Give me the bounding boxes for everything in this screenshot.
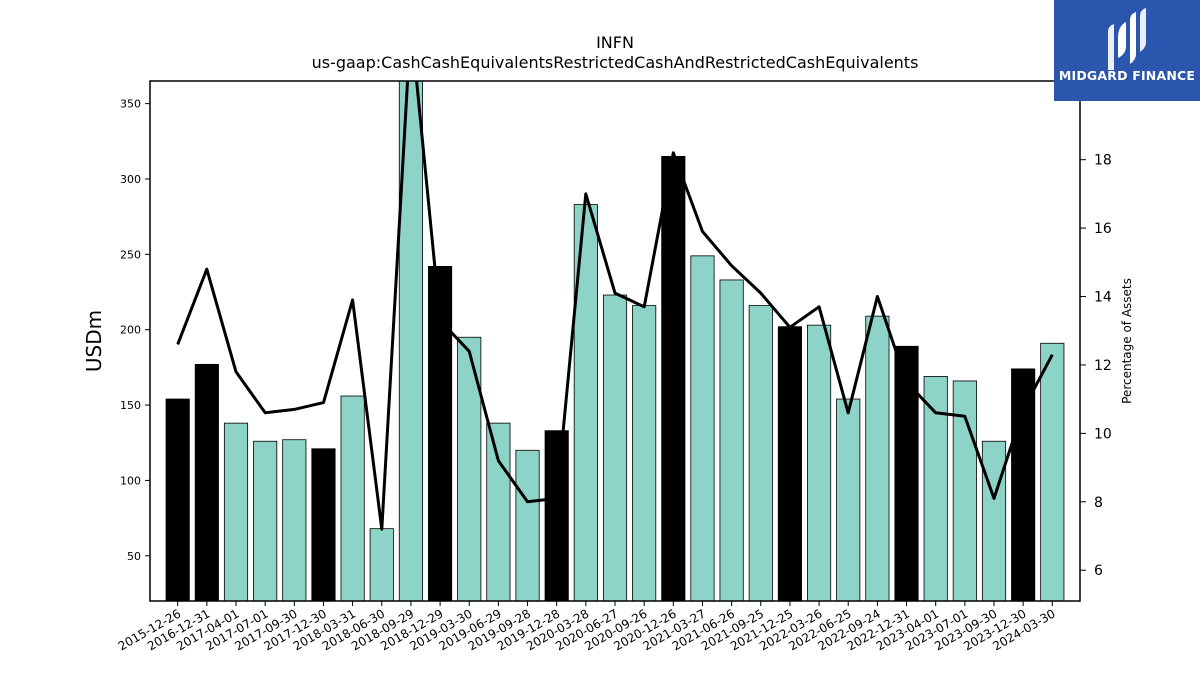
bar	[340, 395, 365, 601]
y2-tick-label: 16	[1094, 221, 1112, 237]
bar	[398, 81, 423, 601]
bar	[719, 279, 744, 601]
chart-subtitle: us-gaap:CashCashEquivalentsRestrictedCas…	[312, 53, 919, 72]
y-tick-label: 100	[120, 474, 141, 487]
y-tick-label: 300	[120, 173, 141, 186]
bar	[282, 439, 307, 601]
y-tick-label: 200	[120, 324, 141, 337]
bar	[369, 528, 394, 601]
bar	[253, 440, 278, 601]
y2-tick-label: 12	[1094, 358, 1112, 374]
y2-tick-label: 14	[1094, 290, 1112, 306]
bar	[836, 398, 861, 601]
bar	[486, 422, 511, 601]
y-tick-label: 50	[127, 550, 141, 563]
bar	[690, 255, 715, 601]
y2-axis-label: Percentage of Assets	[1120, 278, 1134, 404]
bar	[661, 155, 686, 601]
bar	[632, 305, 657, 601]
bar	[223, 422, 249, 601]
bar	[515, 449, 540, 601]
bar	[981, 440, 1007, 601]
bar	[748, 305, 773, 601]
y-axis-label: USDm	[82, 310, 106, 372]
chart-title: INFN	[596, 33, 634, 52]
y2-tick-label: 8	[1094, 495, 1103, 511]
bar	[544, 430, 569, 601]
bar	[894, 345, 919, 601]
bar	[194, 363, 219, 601]
y2-tick-label: 10	[1094, 426, 1112, 442]
y-tick-label: 350	[120, 98, 141, 111]
bar	[602, 294, 628, 601]
y2-tick-label: 18	[1094, 153, 1112, 169]
midgard-logo-icon	[1108, 8, 1146, 70]
bar	[1011, 368, 1036, 601]
brand-name: MIDGARD FINANCE	[1058, 68, 1196, 83]
bar	[311, 448, 336, 601]
bar	[807, 324, 832, 601]
bar	[165, 398, 190, 601]
plot-area: 501001502002503003506810121416182015-12-…	[116, 80, 1112, 653]
bar-series	[165, 81, 1065, 601]
bar	[457, 336, 482, 601]
y2-tick-label: 6	[1094, 563, 1103, 579]
brand-logo: MIDGARD FINANCE	[1054, 0, 1200, 101]
y-tick-label: 150	[120, 399, 141, 412]
bar	[777, 326, 802, 601]
line-series	[176, 81, 1054, 531]
bar	[428, 265, 453, 601]
y-tick-label: 250	[120, 248, 141, 261]
bar	[865, 315, 890, 601]
bar	[1040, 342, 1065, 601]
bar	[923, 376, 948, 601]
